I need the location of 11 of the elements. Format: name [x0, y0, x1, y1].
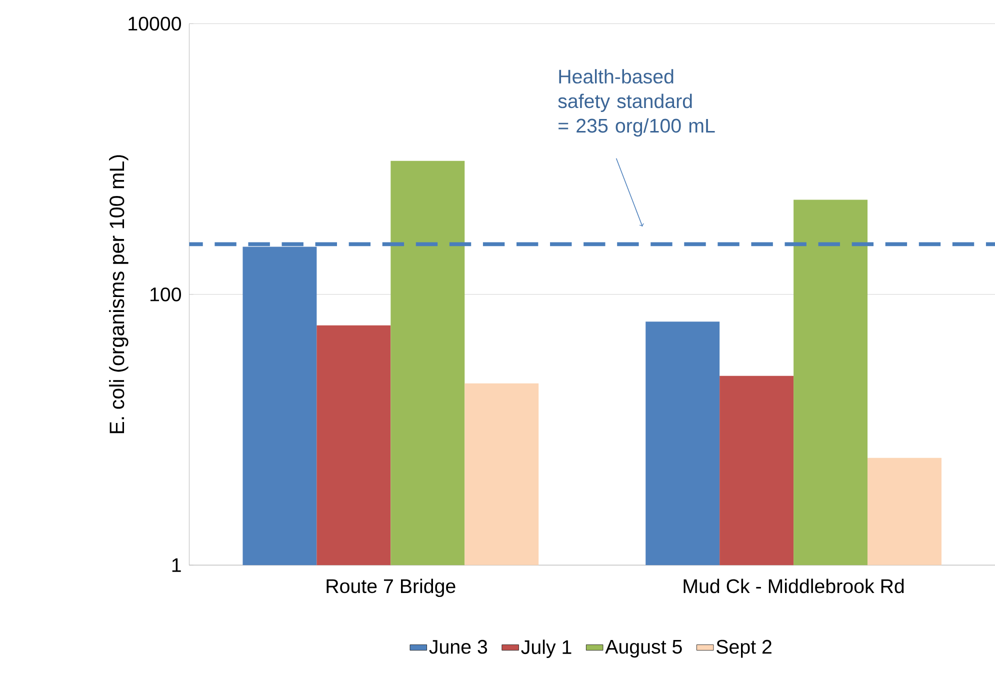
x-tick-label: Mud Ck - Middlebrook Rd — [684, 578, 904, 594]
y-tick-label: 10000 — [128, 16, 182, 31]
legend-label: July 1 — [521, 640, 572, 658]
x-tick-label: Route 7 Bridge — [326, 578, 456, 598]
ref-line-label: Health-based safety standard = 235 org/100 mL — [558, 69, 715, 137]
y-tick-label: 1 — [172, 558, 181, 572]
legend-label: June 3 — [429, 640, 488, 654]
y-axis-title: E. coli (organisms per 100 mL) — [109, 155, 128, 434]
legend-label: Sept 2 — [716, 640, 772, 658]
legend-label: August 5 — [605, 640, 682, 658]
y-tick-label: 100 — [150, 288, 182, 302]
